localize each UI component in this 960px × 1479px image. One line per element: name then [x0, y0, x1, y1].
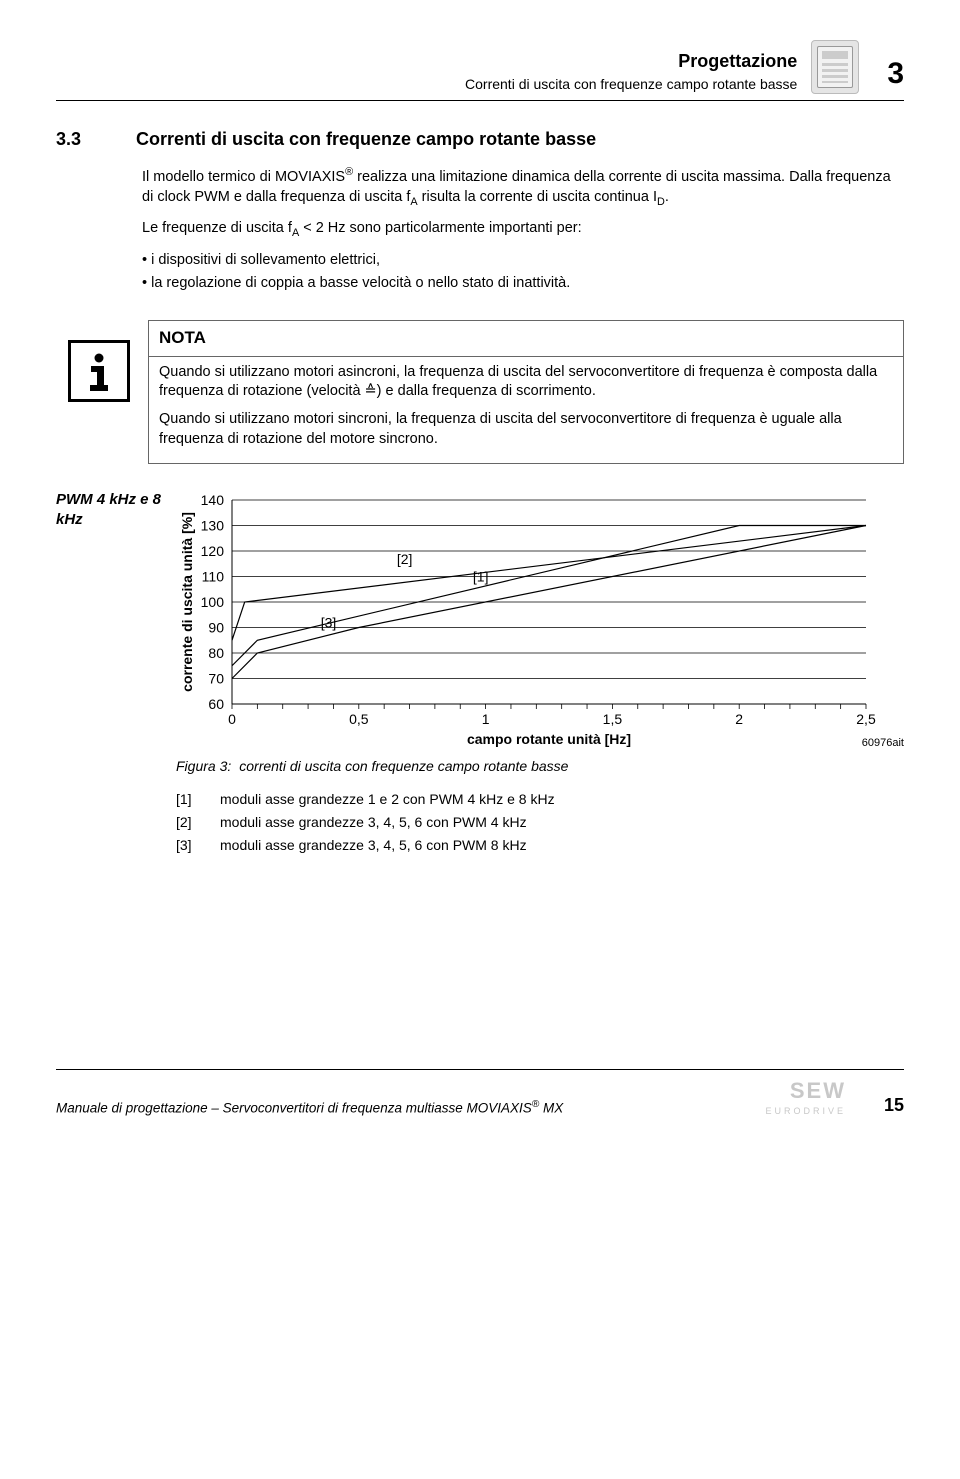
svg-text:130: 130: [201, 518, 225, 534]
bullet-1: i dispositivi di sollevamento elettrici,: [142, 251, 904, 271]
chart-container: 00,511,522,560708090100110120130140[2][1…: [176, 490, 904, 854]
header-title: Progettazione: [465, 49, 797, 73]
chapter-number: 3: [887, 54, 904, 95]
page-number: 15: [884, 1093, 904, 1117]
svg-text:0: 0: [228, 711, 236, 727]
note-para-1: Quando si utilizzano motori asincroni, l…: [159, 363, 893, 402]
output-current-chart: 0 0,5 1 1,5 2 2,5 60 70 80 90 100 110 120 130 140 [2] [1…: [176, 490, 876, 750]
legend-key-3: [3]: [176, 836, 204, 855]
section-number: 3.3: [56, 127, 116, 151]
svg-text:80: 80: [208, 645, 224, 661]
legend-val-2: moduli asse grandezze 3, 4, 5, 6 con PWM…: [220, 813, 527, 832]
info-icon: [68, 340, 130, 402]
bullet-2: la regolazione di coppia a basse velocit…: [142, 274, 904, 294]
calculator-icon: [811, 40, 859, 94]
legend-key-1: [1]: [176, 790, 204, 809]
note-para-2: Quando si utilizzano motori sincroni, la…: [159, 410, 893, 449]
side-heading: PWM 4 kHz e 8 kHz: [56, 490, 166, 531]
section-body: Il modello termico di MOVIAXIS® realizza…: [142, 165, 904, 294]
section-title: Correnti di uscita con frequenze campo r…: [136, 127, 596, 151]
svg-text:1: 1: [482, 711, 490, 727]
svg-text:corrente di uscita unità [%]: corrente di uscita unità [%]: [179, 512, 195, 692]
svg-text:120: 120: [201, 543, 225, 559]
svg-text:1,5: 1,5: [603, 711, 623, 727]
svg-text:2: 2: [735, 711, 743, 727]
svg-text:90: 90: [208, 620, 224, 636]
svg-text:campo rotante unità [Hz]: campo rotante unità [Hz]: [467, 731, 631, 747]
legend-val-3: moduli asse grandezze 3, 4, 5, 6 con PWM…: [220, 836, 527, 855]
footer-text-a: Manuale di progettazione – Servoconverti…: [56, 1100, 532, 1115]
svg-text:70: 70: [208, 671, 224, 687]
para-1: Il modello termico di MOVIAXIS® realizza…: [142, 165, 904, 209]
legend-val-1: moduli asse grandezze 1 e 2 con PWM 4 kH…: [220, 790, 555, 809]
page-footer: Manuale di progettazione – Servoconverti…: [56, 1069, 904, 1118]
footer-text-b: MX: [539, 1100, 563, 1115]
svg-text:110: 110: [202, 569, 225, 585]
legend-key-2: [2]: [176, 813, 204, 832]
svg-text:0,5: 0,5: [349, 711, 369, 727]
note-box: NOTA Quando si utilizzano motori asincro…: [148, 320, 904, 464]
para-2: Le frequenze di uscita fA < 2 Hz sono pa…: [142, 219, 904, 241]
chart-legend: [1] moduli asse grandezze 1 e 2 con PWM 4…: [176, 790, 904, 855]
figure-caption: correnti di uscita con frequenze campo r…: [239, 757, 568, 776]
page-header: Progettazione Correnti di uscita con fre…: [56, 40, 904, 101]
svg-text:[3]: [3]: [321, 615, 337, 631]
note-heading: NOTA: [149, 321, 903, 357]
svg-text:140: 140: [201, 492, 225, 508]
svg-text:2,5: 2,5: [856, 711, 876, 727]
sew-logo: SEW EURODRIVE: [765, 1076, 846, 1118]
svg-text:60: 60: [208, 696, 224, 712]
header-subtitle: Correnti di uscita con frequenze campo r…: [465, 75, 797, 94]
svg-text:[2]: [2]: [397, 551, 413, 567]
svg-text:100: 100: [201, 594, 225, 610]
figure-prefix: Figura 3:: [176, 757, 231, 776]
svg-text:[1]: [1]: [473, 569, 489, 585]
